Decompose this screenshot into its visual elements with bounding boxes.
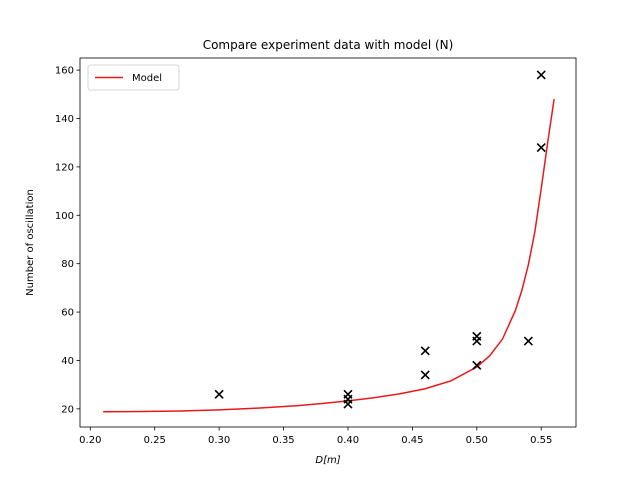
- data-point: [536, 142, 546, 153]
- data-point-stroke: [214, 389, 224, 399]
- x-tick-label: 0.35: [272, 435, 294, 446]
- y-tick-label: 140: [55, 114, 74, 125]
- y-tick-label: 20: [61, 404, 74, 415]
- legend: Model: [87, 64, 180, 91]
- y-tick-label: 60: [61, 308, 74, 319]
- x-tick-label: 0.25: [144, 435, 166, 446]
- data-point-stroke: [523, 336, 533, 346]
- data-point: [343, 399, 353, 409]
- x-tick-label: 0.55: [530, 435, 552, 446]
- x-tick-label: 0.45: [401, 435, 423, 446]
- data-point: [420, 370, 430, 380]
- data-point-stroke: [472, 336, 482, 346]
- x-tick-label: 0.30: [208, 435, 230, 446]
- data-point: [214, 389, 224, 399]
- model-line: [103, 99, 555, 413]
- x-tick-label: 0.20: [79, 435, 101, 446]
- data-point: [420, 346, 430, 356]
- data-point-stroke: [420, 346, 430, 356]
- data-point: [472, 360, 482, 370]
- x-tick-label: 0.50: [466, 435, 488, 446]
- y-axis-title: Number of oscillation: [25, 189, 36, 296]
- x-axis-title: D[m]: [315, 455, 340, 466]
- y-tick-label: 40: [61, 356, 74, 367]
- y-tick-label: 100: [55, 211, 74, 222]
- legend-label: Model: [132, 73, 162, 84]
- y-tick-label: 160: [55, 66, 74, 77]
- data-point: [523, 336, 533, 346]
- data-point-stroke: [536, 70, 546, 80]
- data-point: [536, 70, 546, 80]
- data-point-stroke: [536, 142, 546, 153]
- x-tick-label: 0.40: [337, 435, 359, 446]
- data-point-stroke: [420, 370, 430, 380]
- y-tick-label: 80: [61, 259, 74, 270]
- data-point: [472, 336, 482, 346]
- legend-box: [87, 64, 180, 91]
- chart-title: Compare experiment data with model (N): [203, 38, 454, 52]
- y-tick-label: 120: [55, 162, 74, 173]
- axes-frame: [79, 57, 577, 428]
- plot-area: 0.20 0.25 0.30 0.35 0.40 0.45 0.50 0.55 20 40 60 80…: [55, 57, 577, 446]
- data-point-stroke: [472, 360, 482, 370]
- data-point-stroke: [343, 399, 353, 409]
